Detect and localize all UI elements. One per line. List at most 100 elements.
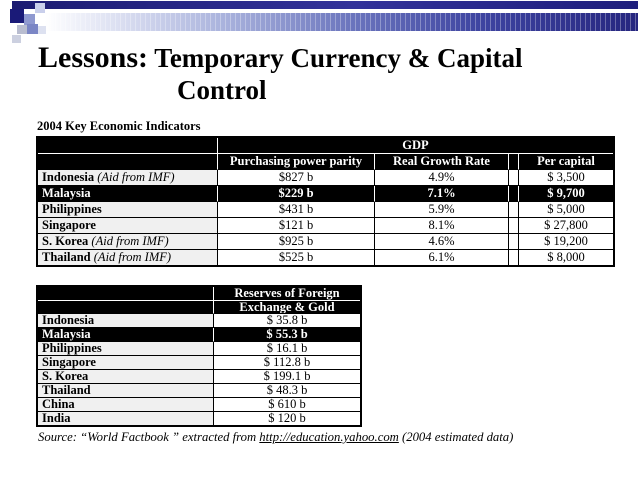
banner-top-bar — [12, 1, 638, 9]
ppp-cell: $229 b — [218, 186, 375, 202]
reserves-cell: $ 199.1 b — [214, 370, 360, 384]
country-name: S. Korea — [42, 234, 89, 249]
table-row: Indonesia (Aid from IMF) $827 b 4.9% $ 3… — [38, 170, 613, 186]
spacer-cell — [509, 170, 519, 186]
spacer-cell — [509, 234, 519, 250]
reserves-table: Reserves of Foreign Exchange & Gold Indo… — [36, 285, 362, 427]
country-cell: Singapore — [38, 218, 218, 234]
reserves-header-corner — [38, 300, 214, 314]
reserves-cell: $ 48.3 b — [214, 384, 360, 398]
gdp-col-header-ppp: Purchasing power parity — [218, 154, 375, 170]
spacer-cell — [509, 218, 519, 234]
slide-title-line2: Control — [177, 75, 267, 106]
country-cell: Philippines — [38, 202, 218, 218]
percapital-cell: $ 3,500 — [519, 170, 613, 186]
table-row: S. Korea $ 199.1 b — [38, 370, 360, 384]
decor-square — [24, 14, 35, 25]
decor-square — [10, 9, 24, 23]
gdp-header-corner — [38, 154, 218, 170]
gdp-col-header-percapital: Per capital — [519, 154, 613, 170]
gdp-header-columns-row: Purchasing power parity Real Growth Rate… — [38, 154, 613, 170]
reserves-cell: $ 112.8 b — [214, 356, 360, 370]
table-row: Thailand $ 48.3 b — [38, 384, 360, 398]
reserves-cell: $ 120 b — [214, 412, 360, 425]
gdp-header-group-row: GDP — [38, 138, 613, 154]
country-cell: China — [38, 398, 214, 412]
table-row: China $ 610 b — [38, 398, 360, 412]
percapital-cell: $ 5,000 — [519, 202, 613, 218]
banner-gradient-band — [45, 13, 638, 31]
table-row: Singapore $121 b 8.1% $ 27,800 — [38, 218, 613, 234]
ppp-cell: $431 b — [218, 202, 375, 218]
reserves-cell: $ 16.1 b — [214, 342, 360, 356]
country-name: Thailand — [42, 250, 91, 265]
reserves-header-row2: Exchange & Gold — [38, 300, 360, 314]
spacer-cell — [509, 186, 519, 202]
decor-square — [12, 35, 21, 43]
gdp-col-header-spacer — [509, 154, 519, 170]
country-cell: S. Korea — [38, 370, 214, 384]
table-row: Singapore $ 112.8 b — [38, 356, 360, 370]
country-cell: Indonesia — [38, 314, 214, 328]
country-name: Indonesia — [42, 170, 95, 185]
ppp-cell: $525 b — [218, 250, 375, 265]
country-cell: Philippines — [38, 342, 214, 356]
country-cell: Malaysia — [38, 186, 218, 202]
ppp-cell: $121 b — [218, 218, 375, 234]
decor-square — [38, 26, 46, 34]
source-prefix: Source: “World Factbook ” extracted from — [38, 430, 260, 444]
decor-square — [27, 24, 38, 34]
reserves-cell: $ 35.8 b — [214, 314, 360, 328]
ppp-cell: $925 b — [218, 234, 375, 250]
gdp-group-header: GDP — [218, 138, 613, 154]
source-link[interactable]: http://education.yahoo.com — [259, 430, 399, 444]
table-caption: 2004 Key Economic Indicators — [37, 119, 201, 133]
percapital-cell: $ 9,700 — [519, 186, 613, 202]
growth-cell: 6.1% — [375, 250, 509, 265]
gdp-col-header-growth: Real Growth Rate — [375, 154, 509, 170]
decor-square — [17, 25, 27, 34]
table-row: Philippines $431 b 5.9% $ 5,000 — [38, 202, 613, 218]
source-suffix: (2004 estimated data) — [398, 430, 514, 444]
spacer-cell — [509, 202, 519, 218]
country-name: Philippines — [42, 202, 102, 217]
growth-cell: 4.9% — [375, 170, 509, 186]
growth-cell: 7.1% — [375, 186, 509, 202]
country-note: (Aid from IMF) — [88, 234, 169, 249]
decor-square — [35, 3, 45, 13]
table-row-highlighted: Malaysia $ 55.3 b — [38, 328, 360, 342]
table-row: S. Korea (Aid from IMF) $925 b 4.6% $ 19… — [38, 234, 613, 250]
table-row: India $ 120 b — [38, 412, 360, 425]
reserves-header-corner — [38, 287, 214, 301]
table-row: Indonesia $ 35.8 b — [38, 314, 360, 328]
country-cell: India — [38, 412, 214, 425]
gdp-table: GDP Purchasing power parity Real Growth … — [36, 136, 615, 267]
country-cell: Thailand (Aid from IMF) — [38, 250, 218, 265]
reserves-header-row1: Reserves of Foreign — [38, 287, 360, 301]
country-cell: Indonesia (Aid from IMF) — [38, 170, 218, 186]
slide-title-rest: Temporary Currency & Capital — [148, 43, 523, 73]
country-name: Singapore — [42, 218, 96, 233]
percapital-cell: $ 19,200 — [519, 234, 613, 250]
percapital-cell: $ 27,800 — [519, 218, 613, 234]
country-cell: Thailand — [38, 384, 214, 398]
slide-title: Lessons: Temporary Currency & Capital Co… — [38, 40, 598, 107]
growth-cell: 5.9% — [375, 202, 509, 218]
country-cell: S. Korea (Aid from IMF) — [38, 234, 218, 250]
percapital-cell: $ 8,000 — [519, 250, 613, 265]
reserves-cell: $ 610 b — [214, 398, 360, 412]
country-note: (Aid from IMF) — [94, 170, 175, 185]
reserves-cell: $ 55.3 b — [214, 328, 360, 342]
country-name: Malaysia — [42, 186, 91, 201]
reserves-header-line2: Exchange & Gold — [214, 300, 360, 314]
slide-title-lead: Lessons: — [38, 41, 149, 74]
reserves-header-line1: Reserves of Foreign — [214, 287, 360, 301]
table-row: Thailand (Aid from IMF) $525 b 6.1% $ 8,… — [38, 250, 613, 265]
source-citation: Source: “World Factbook ” extracted from… — [38, 430, 598, 445]
country-cell: Singapore — [38, 356, 214, 370]
growth-cell: 8.1% — [375, 218, 509, 234]
country-cell: Malaysia — [38, 328, 214, 342]
country-note: (Aid from IMF) — [90, 250, 172, 265]
growth-cell: 4.6% — [375, 234, 509, 250]
spacer-cell — [509, 250, 519, 265]
